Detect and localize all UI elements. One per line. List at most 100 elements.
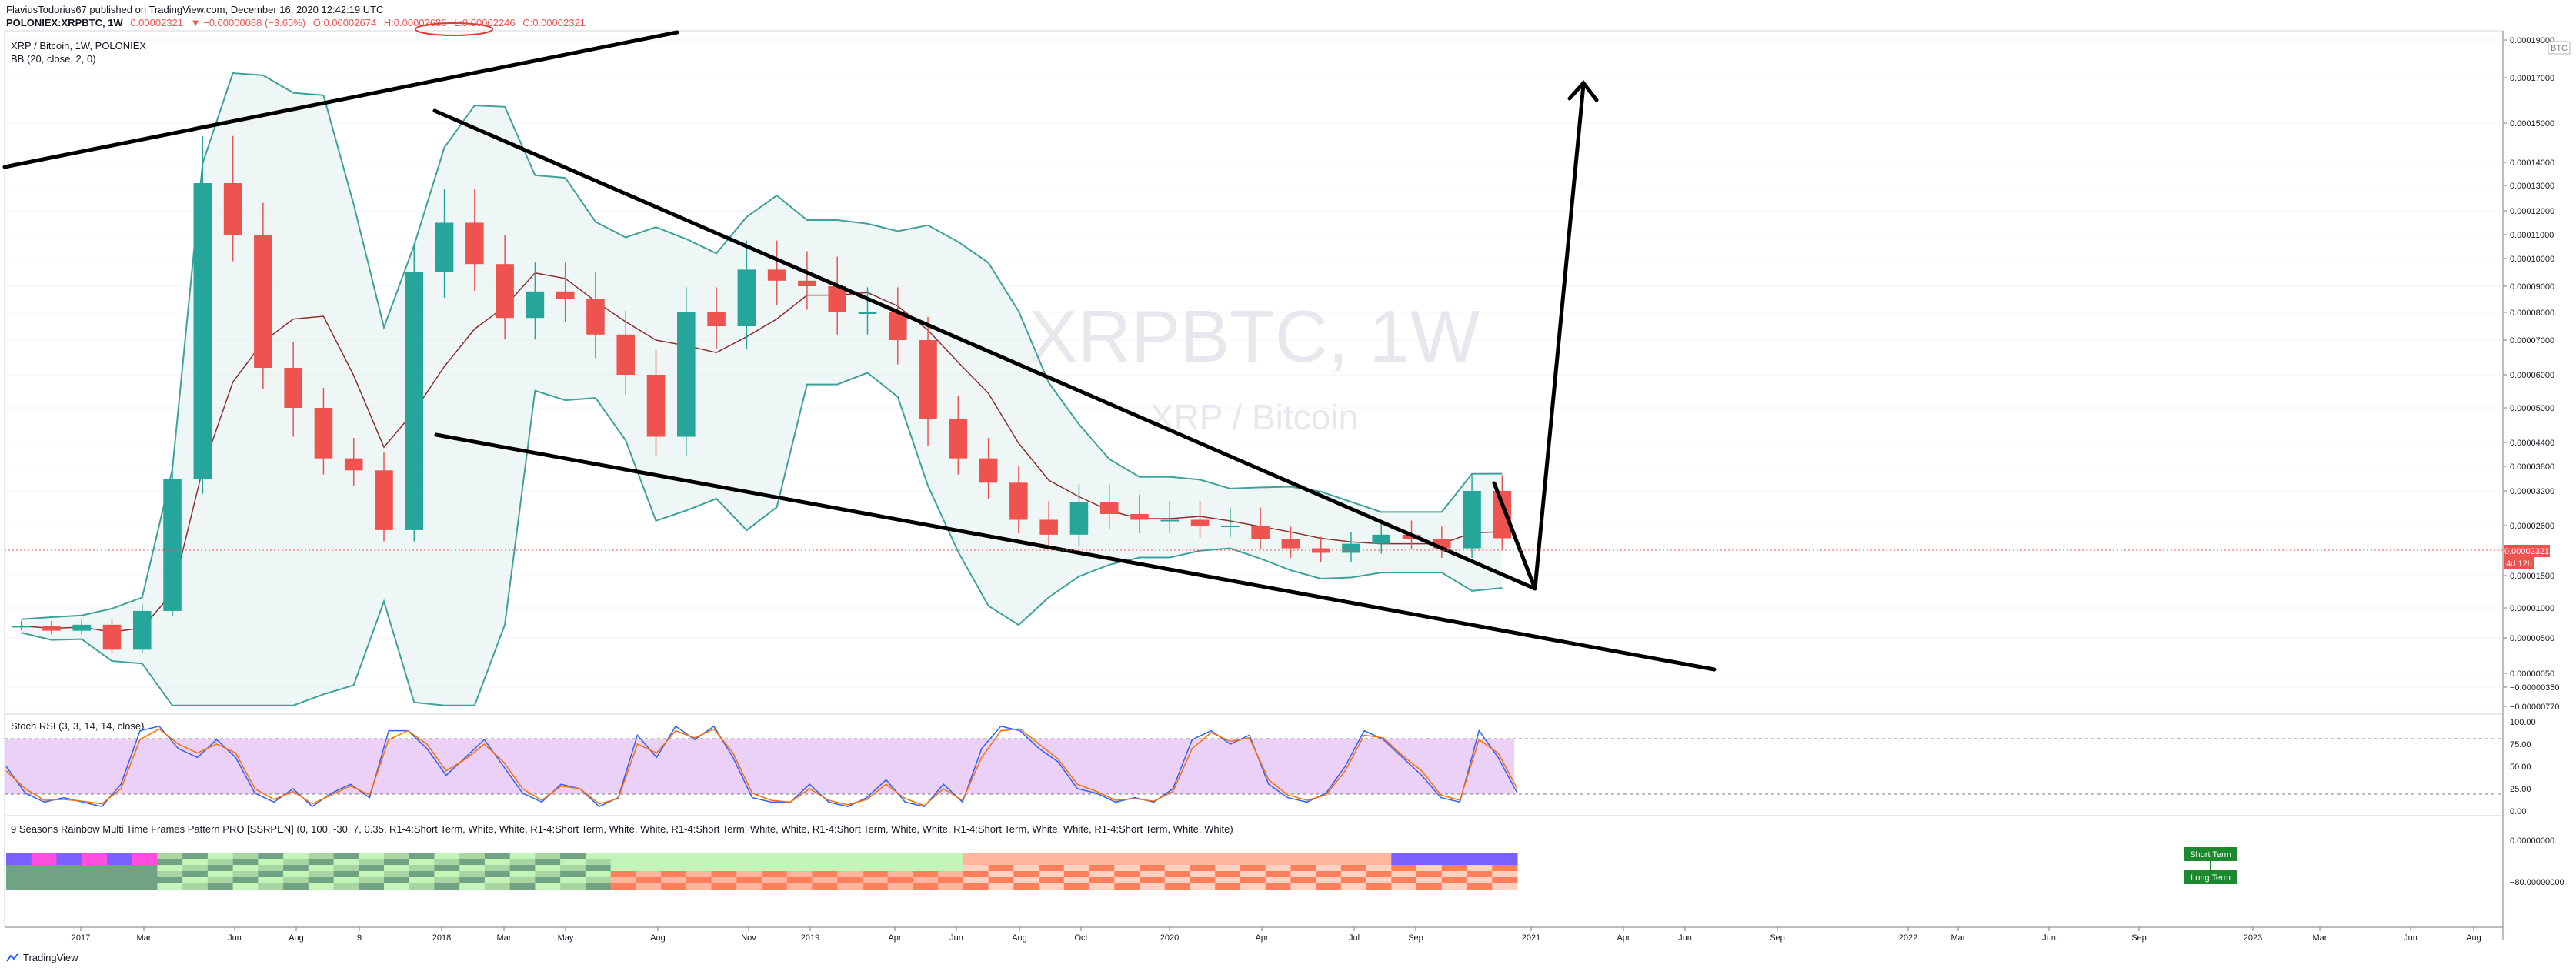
rainbow-cell: [913, 883, 939, 890]
bollinger-lower-band: [21, 372, 1503, 706]
rainbow-tick-label: 0.00000000: [2510, 836, 2554, 846]
rainbow-cell: [409, 859, 435, 865]
countdown-label: 4d 12h: [2506, 559, 2532, 569]
rainbow-cell: [1240, 859, 1266, 865]
candle-body: [586, 299, 605, 335]
time-tick-label: Mar: [497, 933, 512, 943]
rainbow-cell: [359, 877, 385, 883]
candle-body: [375, 470, 393, 530]
rainbow-cell: [1013, 853, 1039, 859]
rainbow-cell: [1089, 871, 1115, 877]
candle-body: [314, 408, 333, 459]
candle-body: [1463, 491, 1481, 549]
candle-body: [1342, 543, 1360, 553]
rainbow-cell: [1013, 871, 1039, 877]
rainbow-cell: [1215, 883, 1241, 890]
rainbow-cell: [459, 853, 486, 859]
time-tick-label: 2021: [1522, 933, 1540, 943]
price-tick-label: 0.00013000: [2510, 182, 2554, 191]
time-tick-label: Mar: [1951, 933, 1966, 943]
rainbow-cell: [308, 871, 335, 877]
rainbow-cell: [1114, 865, 1140, 871]
rainbow-cell: [1441, 859, 1468, 865]
price-tick-label: 0.00004400: [2510, 439, 2554, 448]
rainbow-cell: [887, 871, 913, 877]
rainbow-cell: [913, 877, 939, 883]
price-tick-label: 0.00009000: [2510, 282, 2554, 292]
rainbow-cell: [938, 877, 964, 883]
rainbow-cell: [736, 877, 762, 883]
rainbow-cell: [786, 853, 813, 859]
symbol-label[interactable]: POLONIEX:XRPBTC, 1W: [6, 17, 123, 28]
candle-body: [1160, 519, 1180, 522]
rainbow-cell: [157, 883, 183, 890]
rainbow-cell: [913, 865, 939, 871]
rainbow-cell: [157, 871, 183, 877]
rainbow-cell: [938, 853, 964, 859]
time-tick-label: 2017: [72, 933, 90, 943]
rainbow-cell: [207, 877, 234, 883]
rainbow-cell: [484, 865, 511, 871]
rainbow-cell: [434, 865, 460, 871]
rainbow-cell: [812, 871, 838, 877]
rainbow-cell: [283, 871, 309, 877]
candle-body: [163, 479, 182, 611]
candle-body: [858, 312, 877, 314]
rainbow-cell: [333, 871, 359, 877]
rainbow-cell: [359, 871, 385, 877]
rainbow-cell: [56, 865, 82, 871]
rainbow-cell: [812, 859, 838, 865]
rainbow-cell: [686, 871, 712, 877]
rainbow-cell: [31, 871, 57, 877]
rainbow-cell: [283, 853, 309, 859]
rainbow-cell: [610, 853, 636, 859]
rainbow-cell: [1290, 883, 1316, 890]
resistance-trendline[interactable]: [2, 30, 679, 169]
rainbow-cell: [585, 883, 612, 890]
candle-body: [344, 458, 363, 471]
rainbow-cell: [434, 883, 460, 890]
rainbow-cell: [610, 859, 636, 865]
wedge-lower-line[interactable]: [434, 432, 1717, 672]
rainbow-cell: [1366, 865, 1392, 871]
rainbow-cell: [434, 853, 460, 859]
rainbow-cell: [762, 877, 788, 883]
rainbow-cell: [82, 871, 108, 877]
time-tick-label: 9: [357, 933, 362, 943]
rainbow-cell: [812, 865, 838, 871]
rainbow-cell: [1391, 883, 1417, 890]
rainbow-cell: [1089, 865, 1115, 871]
rainbow-cell: [1492, 865, 1518, 871]
rainbow-cell: [560, 883, 586, 890]
rainbow-cell: [106, 877, 133, 883]
footer-brand[interactable]: TradingView: [23, 952, 78, 963]
rainbow-cell: [384, 853, 410, 859]
rainbow-cell: [1140, 859, 1166, 865]
rainbow-cell: [1190, 871, 1216, 877]
rainbow-cell: [1366, 853, 1392, 859]
rainbow-cell: [560, 871, 586, 877]
rainbow-cell: [862, 859, 889, 865]
rainbow-cell: [132, 859, 158, 865]
stoch-tick-label: 25.00: [2510, 785, 2531, 794]
candle-body: [465, 222, 484, 265]
rainbow-cell: [1391, 853, 1417, 859]
rainbow-cell: [862, 877, 889, 883]
ohlc-high: H:0.00002686: [383, 17, 447, 28]
rainbow-cell: [1039, 859, 1065, 865]
projection-path[interactable]: [1492, 82, 1586, 589]
price-tick-label: 0.00010000: [2510, 255, 2554, 264]
rainbow-cell: [610, 883, 636, 890]
wedge-upper-line[interactable]: [432, 108, 1537, 591]
top-ellipse-marker: [415, 22, 493, 36]
rainbow-cell: [1467, 853, 1493, 859]
rainbow-cell: [1164, 871, 1190, 877]
rainbow-cell: [812, 877, 838, 883]
rainbow-cell: [1467, 865, 1493, 871]
rainbow-cell: [1316, 877, 1342, 883]
rainbow-cell: [913, 871, 939, 877]
candle-body: [798, 280, 816, 286]
rainbow-cell: [535, 871, 561, 877]
rainbow-cell: [409, 865, 435, 871]
